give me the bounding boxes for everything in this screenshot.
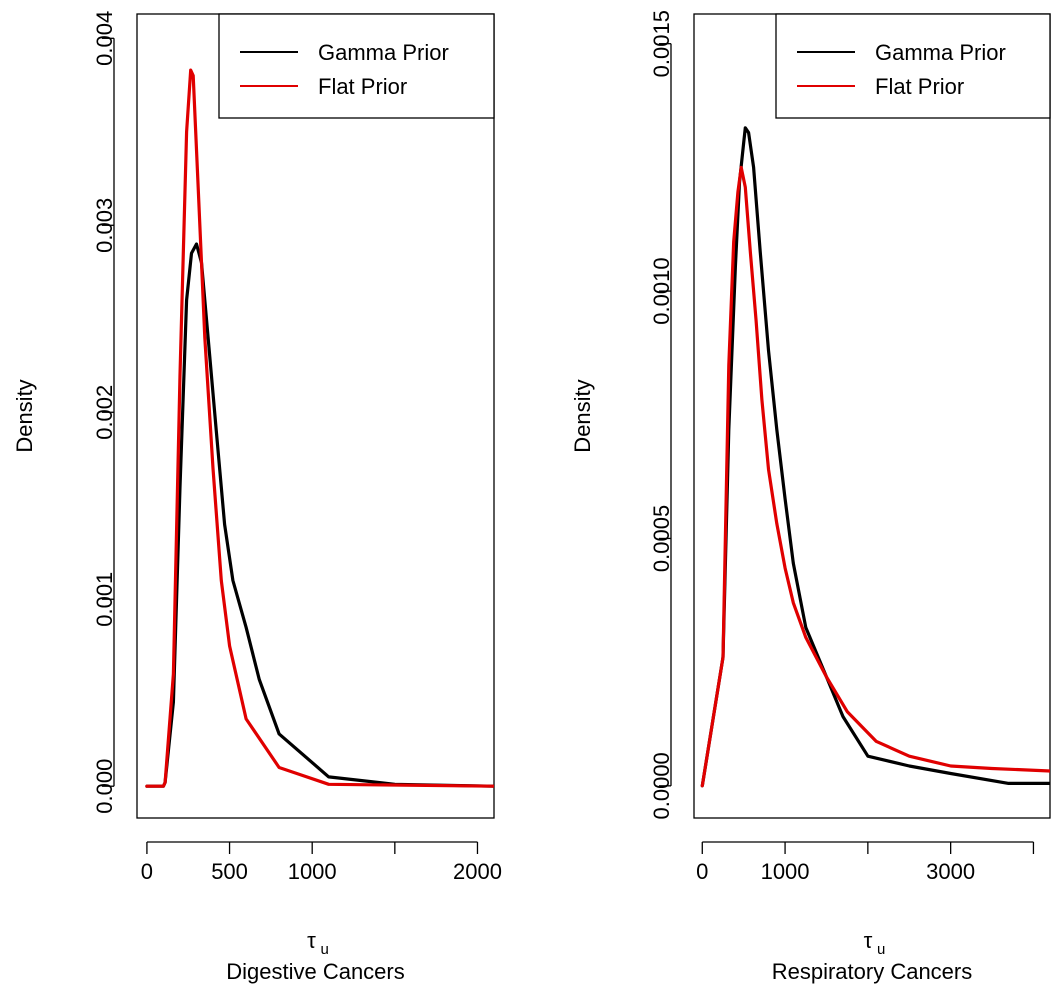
legend-label: Flat Prior (318, 74, 407, 99)
panel-digestive: 0 500 1000 2000 0.000 0.001 0.002 0.003 0.004 Den… (12, 11, 502, 984)
series-group (700, 126, 1050, 788)
y-tick-label: 0.003 (92, 198, 117, 253)
x-axis: 0 500 1000 2000 (141, 841, 502, 884)
y-tick-label: 0.0005 (649, 505, 674, 572)
x-axis-symbol-subscript: u (877, 941, 885, 958)
y-tick-label: 0.000 (92, 759, 117, 814)
y-axis-label: Density (12, 379, 37, 452)
legend-label: Flat Prior (875, 74, 964, 99)
x-axis: 0 1000 3000 (696, 841, 1035, 884)
x-tick-label: 1000 (761, 859, 810, 884)
x-axis-caption: Respiratory Cancers (772, 959, 973, 984)
x-axis-symbol-subscript: u (321, 941, 329, 958)
series-line-gamma-prior (700, 126, 1050, 788)
series-line-gamma-prior (145, 242, 494, 788)
x-tick-label: 500 (211, 859, 248, 884)
x-tick-label: 3000 (926, 859, 975, 884)
x-axis-symbol: τ (864, 928, 873, 953)
y-axis: 0.000 0.001 0.002 0.003 0.004 (92, 11, 117, 814)
panel-respiratory: 0 1000 3000 0.0000 0.0005 0.0010 0.0015 Density… (570, 10, 1051, 984)
legend-box (775, 13, 1051, 119)
x-tick-label: 0 (696, 859, 708, 884)
y-tick-label: 0.001 (92, 572, 117, 627)
series-line-flat-prior (700, 165, 1050, 788)
y-tick-label: 0.0010 (649, 257, 674, 324)
legend-label: Gamma Prior (318, 40, 449, 65)
y-axis: 0.0000 0.0005 0.0010 0.0015 (649, 10, 674, 819)
y-tick-label: 0.004 (92, 11, 117, 66)
legend-label: Gamma Prior (875, 40, 1006, 65)
y-tick-label: 0.0015 (649, 10, 674, 77)
y-axis-label: Density (570, 379, 595, 452)
x-tick-label: 0 (141, 859, 153, 884)
series-line-flat-prior (145, 68, 494, 788)
x-tick-label: 2000 (453, 859, 502, 884)
legend: Gamma Prior Flat Prior (775, 13, 1051, 119)
y-tick-label: 0.0000 (649, 752, 674, 819)
series-group (145, 68, 494, 788)
y-tick-label: 0.002 (92, 385, 117, 440)
legend-box (218, 13, 495, 119)
x-tick-label: 1000 (288, 859, 337, 884)
legend: Gamma Prior Flat Prior (218, 13, 495, 119)
x-axis-symbol: τ (307, 928, 316, 953)
x-axis-caption: Digestive Cancers (226, 959, 405, 984)
